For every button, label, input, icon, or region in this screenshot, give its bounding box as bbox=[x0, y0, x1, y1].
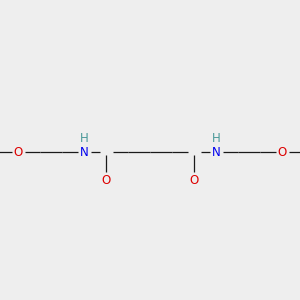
Text: O: O bbox=[278, 146, 286, 158]
Text: H: H bbox=[80, 131, 88, 145]
Text: N: N bbox=[80, 146, 88, 158]
Text: O: O bbox=[14, 146, 22, 158]
Text: H: H bbox=[212, 131, 220, 145]
Text: O: O bbox=[101, 174, 111, 187]
Text: O: O bbox=[189, 174, 199, 187]
Text: N: N bbox=[212, 146, 220, 158]
